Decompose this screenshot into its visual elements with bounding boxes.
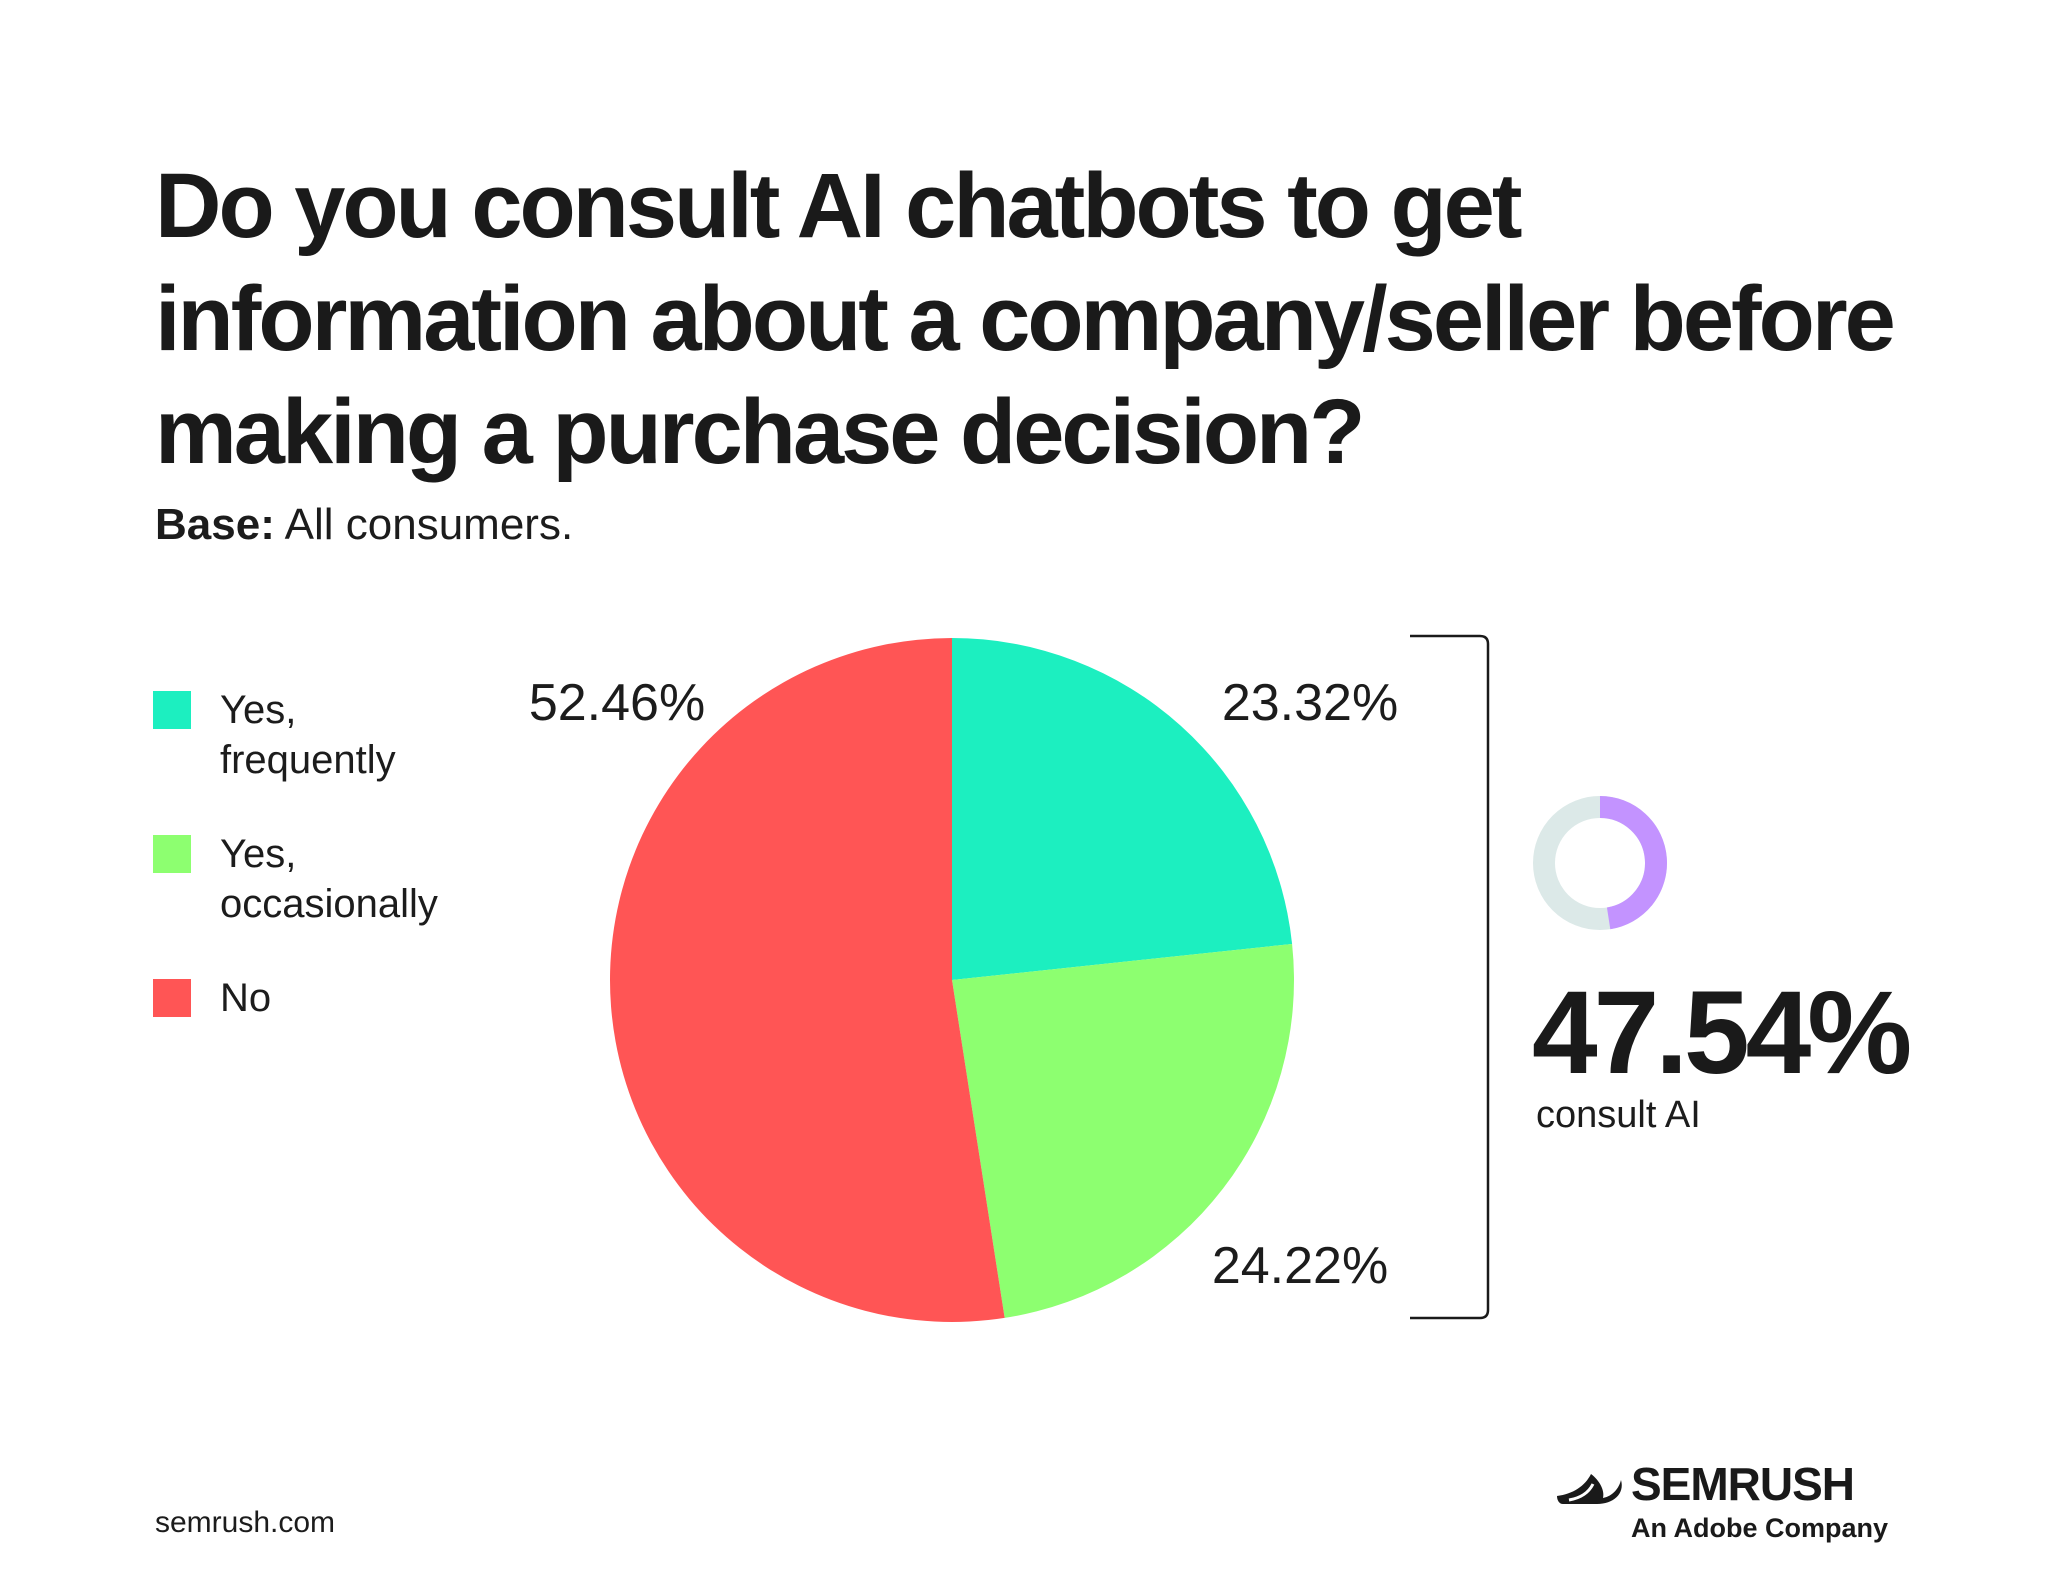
semrush-logo: SEMRUSH An Adobe Company	[1555, 1458, 1915, 1548]
legend-label-frequently: Yes, frequently	[220, 688, 396, 782]
legend-label-occasionally: Yes, occasionally	[220, 832, 438, 926]
semrush-flame-icon	[1557, 1474, 1622, 1504]
pie-slice-no	[610, 638, 1005, 1322]
chart-title: Do you consult AI chatbots to get inform…	[155, 155, 1896, 483]
pie-label-occasionally: 24.22%	[1212, 1237, 1388, 1295]
footer-url: semrush.com	[155, 1506, 336, 1539]
legend-label-no: No	[220, 976, 272, 1020]
legend-swatch-no	[153, 979, 191, 1017]
legend-swatch-frequently	[153, 691, 191, 729]
base-label: Base:	[155, 500, 275, 549]
donut-fill	[1599, 796, 1667, 930]
bracket	[1410, 634, 1490, 1320]
pie-slice-occasionally	[952, 943, 1294, 1318]
pie-label-frequently: 23.32%	[1222, 674, 1398, 732]
logo-subtitle: An Adobe Company	[1631, 1513, 1889, 1543]
pie-label-no: 52.46%	[529, 674, 705, 732]
logo-wordmark: SEMRUSH	[1631, 1458, 1855, 1510]
summary-caption: consult AI	[1536, 1094, 1701, 1136]
pie-slice-frequently	[952, 638, 1293, 980]
base-text: All consumers.	[284, 500, 574, 549]
legend-swatch-occasionally	[153, 835, 191, 873]
base-note: Base: All consumers.	[155, 498, 573, 552]
summary-value: 47.54%	[1532, 967, 1912, 1099]
